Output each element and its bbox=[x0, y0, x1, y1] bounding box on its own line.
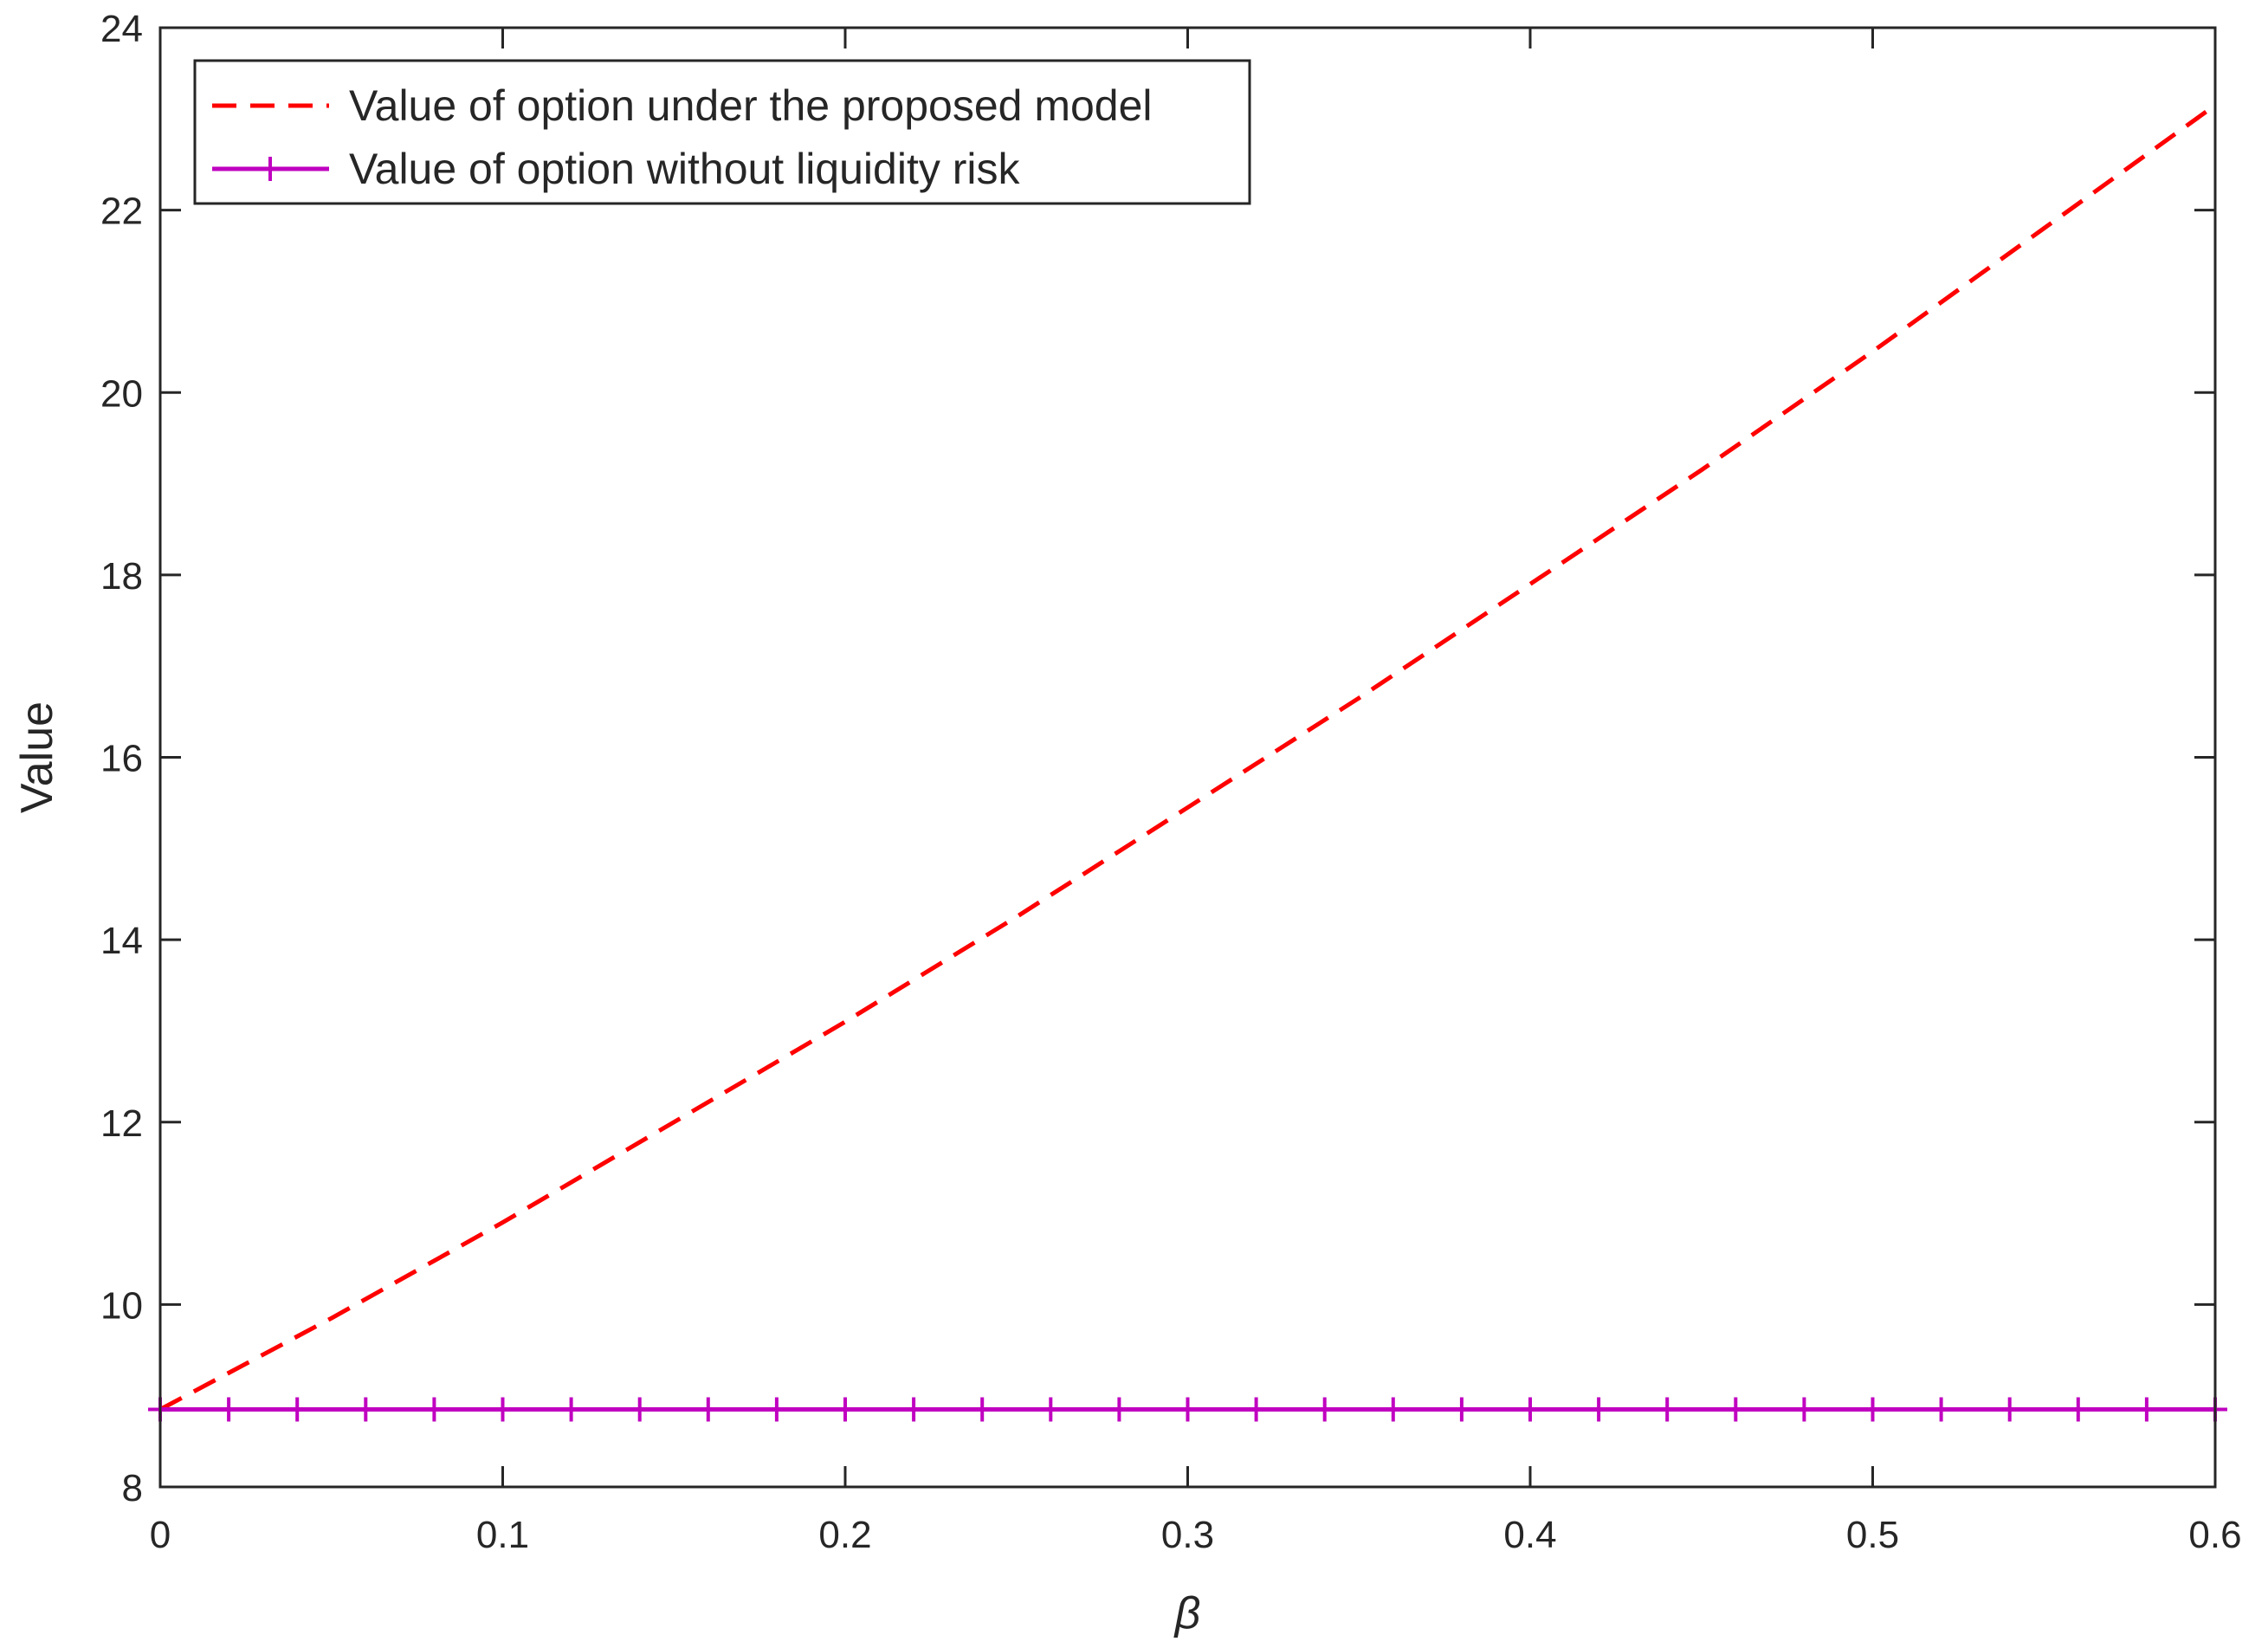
plot-area bbox=[160, 28, 2215, 1487]
x-tick-label: 0.5 bbox=[1846, 1514, 1899, 1556]
y-axis-label: Value bbox=[12, 701, 62, 813]
series-line-0 bbox=[158, 103, 2217, 1412]
legend-marker-without-liquidity-risk bbox=[258, 157, 282, 181]
y-tick-label: 10 bbox=[100, 1284, 143, 1327]
y-tick-label: 18 bbox=[100, 555, 143, 598]
x-tick-label: 0.4 bbox=[1503, 1514, 1556, 1556]
y-tick-label: 12 bbox=[100, 1102, 143, 1145]
y-tick-label: 16 bbox=[100, 738, 143, 780]
x-tick-label: 0.1 bbox=[476, 1514, 529, 1556]
legend-box bbox=[193, 59, 1251, 205]
y-tick-label: 14 bbox=[100, 920, 143, 962]
plot-frame bbox=[158, 26, 2217, 1489]
x-tick-label: 0.2 bbox=[818, 1514, 871, 1556]
y-tick-label: 24 bbox=[100, 8, 143, 50]
y-tick-label: 20 bbox=[100, 372, 143, 415]
x-tick-label: 0.6 bbox=[2188, 1514, 2241, 1556]
x-tick-label: 0 bbox=[150, 1514, 171, 1556]
y-tick-label: 8 bbox=[122, 1467, 143, 1509]
legend-label-without-liquidity-risk: Value of option without liquidity risk bbox=[349, 145, 1020, 193]
axis-ticks: 0 0.1 0.2 0.3 0.4 0.5 0.6 8 10 12 14 16 18 20 22 24 bbox=[100, 8, 2242, 1556]
x-tick-label: 0.3 bbox=[1161, 1514, 1214, 1556]
legend-label-proposed-model: Value of option under the proposed model bbox=[349, 81, 1153, 130]
y-tick-label: 22 bbox=[100, 191, 143, 233]
x-axis-label: β bbox=[1173, 1588, 1201, 1638]
series-layer bbox=[148, 103, 2227, 1422]
legend: Value of option under the proposed model… bbox=[193, 59, 1251, 205]
